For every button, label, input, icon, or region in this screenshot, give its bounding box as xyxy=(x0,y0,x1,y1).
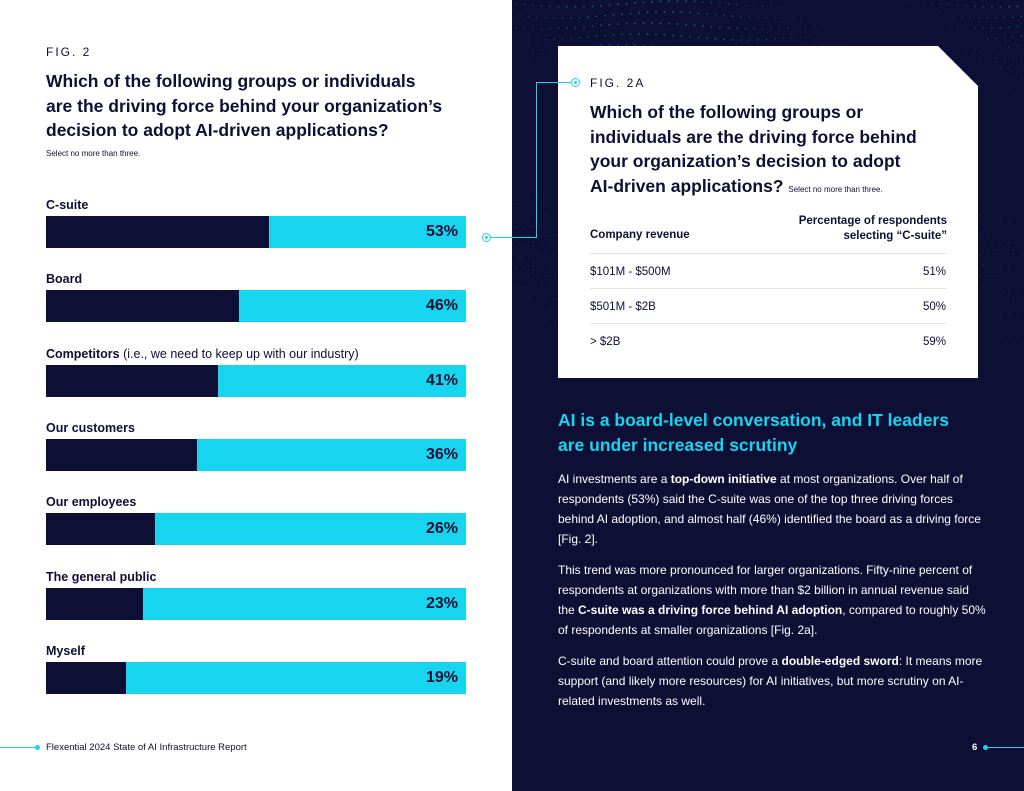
paragraph-1: AI investments are a top-down initiative… xyxy=(558,469,988,549)
bar-label: Our employees xyxy=(46,495,466,513)
bar-row: Our customers 36% xyxy=(46,421,466,471)
bar-row: Competitors (i.e., we need to keep up wi… xyxy=(46,347,466,397)
bar-label-bold: Our customers xyxy=(46,420,135,435)
bar-label-bold: Competitors xyxy=(46,346,120,361)
bar-label: Our customers xyxy=(46,421,466,439)
bar-value: 19% xyxy=(425,668,458,686)
bar-track: 53% xyxy=(46,216,466,248)
paragraph-2: This trend was more pronounced for large… xyxy=(558,560,988,640)
bar-value: 36% xyxy=(425,445,458,463)
bar-label-bold: Board xyxy=(46,272,83,287)
bar-track: 36% xyxy=(46,438,466,471)
bar-fill xyxy=(46,587,143,620)
bar-label: Myself xyxy=(46,644,466,662)
table-header-percentage-line2: selecting “C-suite” xyxy=(843,230,947,242)
paragraph-2-text-c: , compared to roughly 50% of respondents… xyxy=(558,603,986,637)
bar-track: 19% xyxy=(46,661,466,694)
bar-fill xyxy=(46,513,156,546)
bar-fill xyxy=(46,364,219,397)
bar-fill xyxy=(46,216,269,248)
connector-line xyxy=(491,237,537,238)
figure-title: Which of the following groups or individ… xyxy=(46,71,443,140)
bar-label: Board xyxy=(46,272,466,290)
table-cell-revenue: $101M - $500M xyxy=(590,266,671,278)
table-header-percentage-line1: Percentage of respondents xyxy=(798,215,947,227)
bar-row: Myself 19% xyxy=(46,644,466,694)
section-heading: AI is a board-level conversation, and IT… xyxy=(558,410,949,455)
bar-label-bold: Myself xyxy=(46,643,85,658)
bar-label-bold: C-suite xyxy=(46,198,89,212)
card-title: Which of the following groups or individ… xyxy=(590,100,920,202)
bar-row: C-suite 53% xyxy=(46,198,466,248)
bar-row: The general public 23% xyxy=(46,570,466,620)
paragraph-2-bold: C-suite was a driving force behind AI ad… xyxy=(578,603,843,617)
table-cell-revenue: $501M - $2B xyxy=(590,301,656,313)
table-row: $101M - $500M 51% xyxy=(590,253,947,288)
table-cell-percentage: 50% xyxy=(922,301,946,313)
connector-dot-left xyxy=(482,233,491,242)
bar-fill xyxy=(46,661,126,694)
bar-value: 46% xyxy=(425,297,458,315)
connector-dot-right xyxy=(571,78,580,87)
paragraph-3-text-c: : It means more support (and likely more… xyxy=(558,654,983,708)
figure-note: Select no more than three. xyxy=(46,149,141,158)
page-number-line xyxy=(988,747,1024,748)
bar-label-detail: (i.e., we need to keep up with our indus… xyxy=(119,346,359,361)
bar-value: 23% xyxy=(425,594,458,612)
paragraph-3: C-suite and board attention could prove … xyxy=(558,651,988,711)
page-number: 6 xyxy=(972,742,978,753)
footer-line xyxy=(0,747,36,748)
paragraph-1-text-c: at most organizations. Over half of resp… xyxy=(558,472,981,546)
figure-label: FIG. 2 xyxy=(46,45,92,59)
bar-row: Board 46% xyxy=(46,272,466,323)
connector-line xyxy=(536,82,572,83)
table-cell-revenue: > $2B xyxy=(590,336,621,348)
paragraph-1-bold: top-down initiative xyxy=(670,472,777,486)
bar-row: Our employees 26% xyxy=(46,495,466,546)
bar-label-bold: Our employees xyxy=(46,495,137,510)
footer-report-title: Flexential 2024 State of AI Infrastructu… xyxy=(46,742,247,753)
table-header-revenue: Company revenue xyxy=(590,229,690,241)
bar-label: C-suite xyxy=(46,198,466,216)
bar-value: 41% xyxy=(425,371,458,389)
card-figure-label: FIG. 2A xyxy=(590,76,646,90)
table-row: $501M - $2B 50% xyxy=(590,288,947,323)
footer-dot xyxy=(35,745,40,750)
bar-track: 41% xyxy=(46,364,466,397)
bar-track: 46% xyxy=(46,290,466,323)
bar-track: 23% xyxy=(46,587,466,620)
paragraph-2-text-a: This trend was more pronounced for large… xyxy=(558,563,973,617)
table-header-percentage: Percentage of respondents selecting “C-s… xyxy=(747,214,947,244)
card-note: Select no more than three. xyxy=(788,184,883,194)
card-title-text: Which of the following groups or individ… xyxy=(590,102,917,196)
bar-fill xyxy=(46,290,240,323)
connector-line xyxy=(536,82,537,238)
paragraph-1-text-a: AI investments are a xyxy=(558,472,671,486)
figure-2a-card: FIG. 2A Which of the following groups or… xyxy=(558,46,978,378)
bar-label: The general public xyxy=(46,570,466,588)
bar-label-bold: The general public xyxy=(46,569,157,584)
left-page: FIG. 2 Which of the following groups or … xyxy=(0,45,466,753)
table-row: > $2B 59% xyxy=(590,323,947,358)
bar-value: 26% xyxy=(425,520,458,538)
table-cell-percentage: 59% xyxy=(922,336,946,348)
bar-fill xyxy=(46,438,198,471)
bar-value: 53% xyxy=(425,223,458,240)
table-cell-percentage: 51% xyxy=(922,266,946,278)
right-page: FIG. 2A Which of the following groups or… xyxy=(512,0,1024,791)
bar-label: Competitors (i.e., we need to keep up wi… xyxy=(46,347,466,365)
paragraph-3-text-a: C-suite and board attention could prove … xyxy=(558,654,782,668)
page-number-dot xyxy=(983,745,988,750)
bar-track: 26% xyxy=(46,513,466,546)
paragraph-3-bold: double-edged sword xyxy=(781,654,899,668)
